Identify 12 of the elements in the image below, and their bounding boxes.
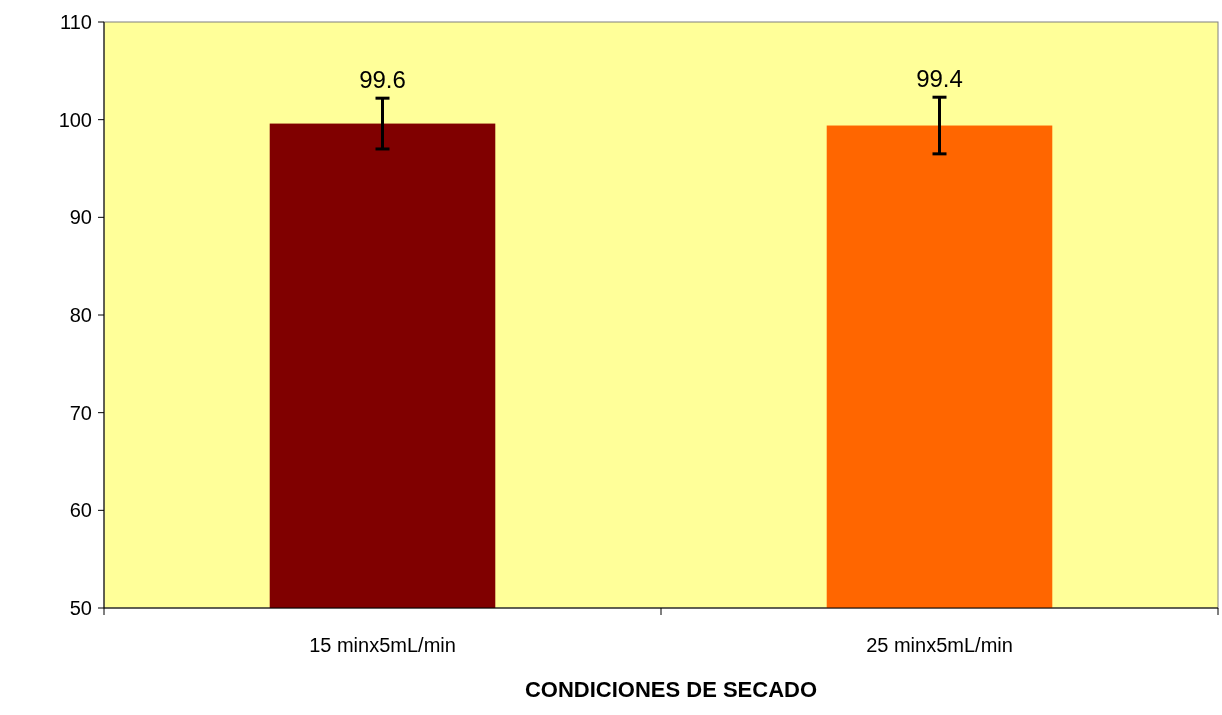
- y-tick-label: 80: [69, 304, 92, 326]
- x-tick-label: 25 minx5mL/min: [866, 634, 1013, 656]
- y-tick-label: 60: [69, 499, 92, 522]
- y-tick-label: 70: [69, 401, 92, 424]
- x-axis-title: CONDICIONES DE SECADO: [524, 677, 818, 702]
- y-tick-label: 100: [58, 108, 92, 131]
- y-tick-label: 110: [60, 11, 92, 33]
- x-tick-label: 15 minx5mL/min: [309, 634, 456, 656]
- y-tick-label: 50: [69, 597, 92, 619]
- data-label: 99.4: [916, 65, 963, 93]
- data-label: 99.6: [359, 66, 406, 94]
- y-tick-label: 90: [69, 206, 92, 229]
